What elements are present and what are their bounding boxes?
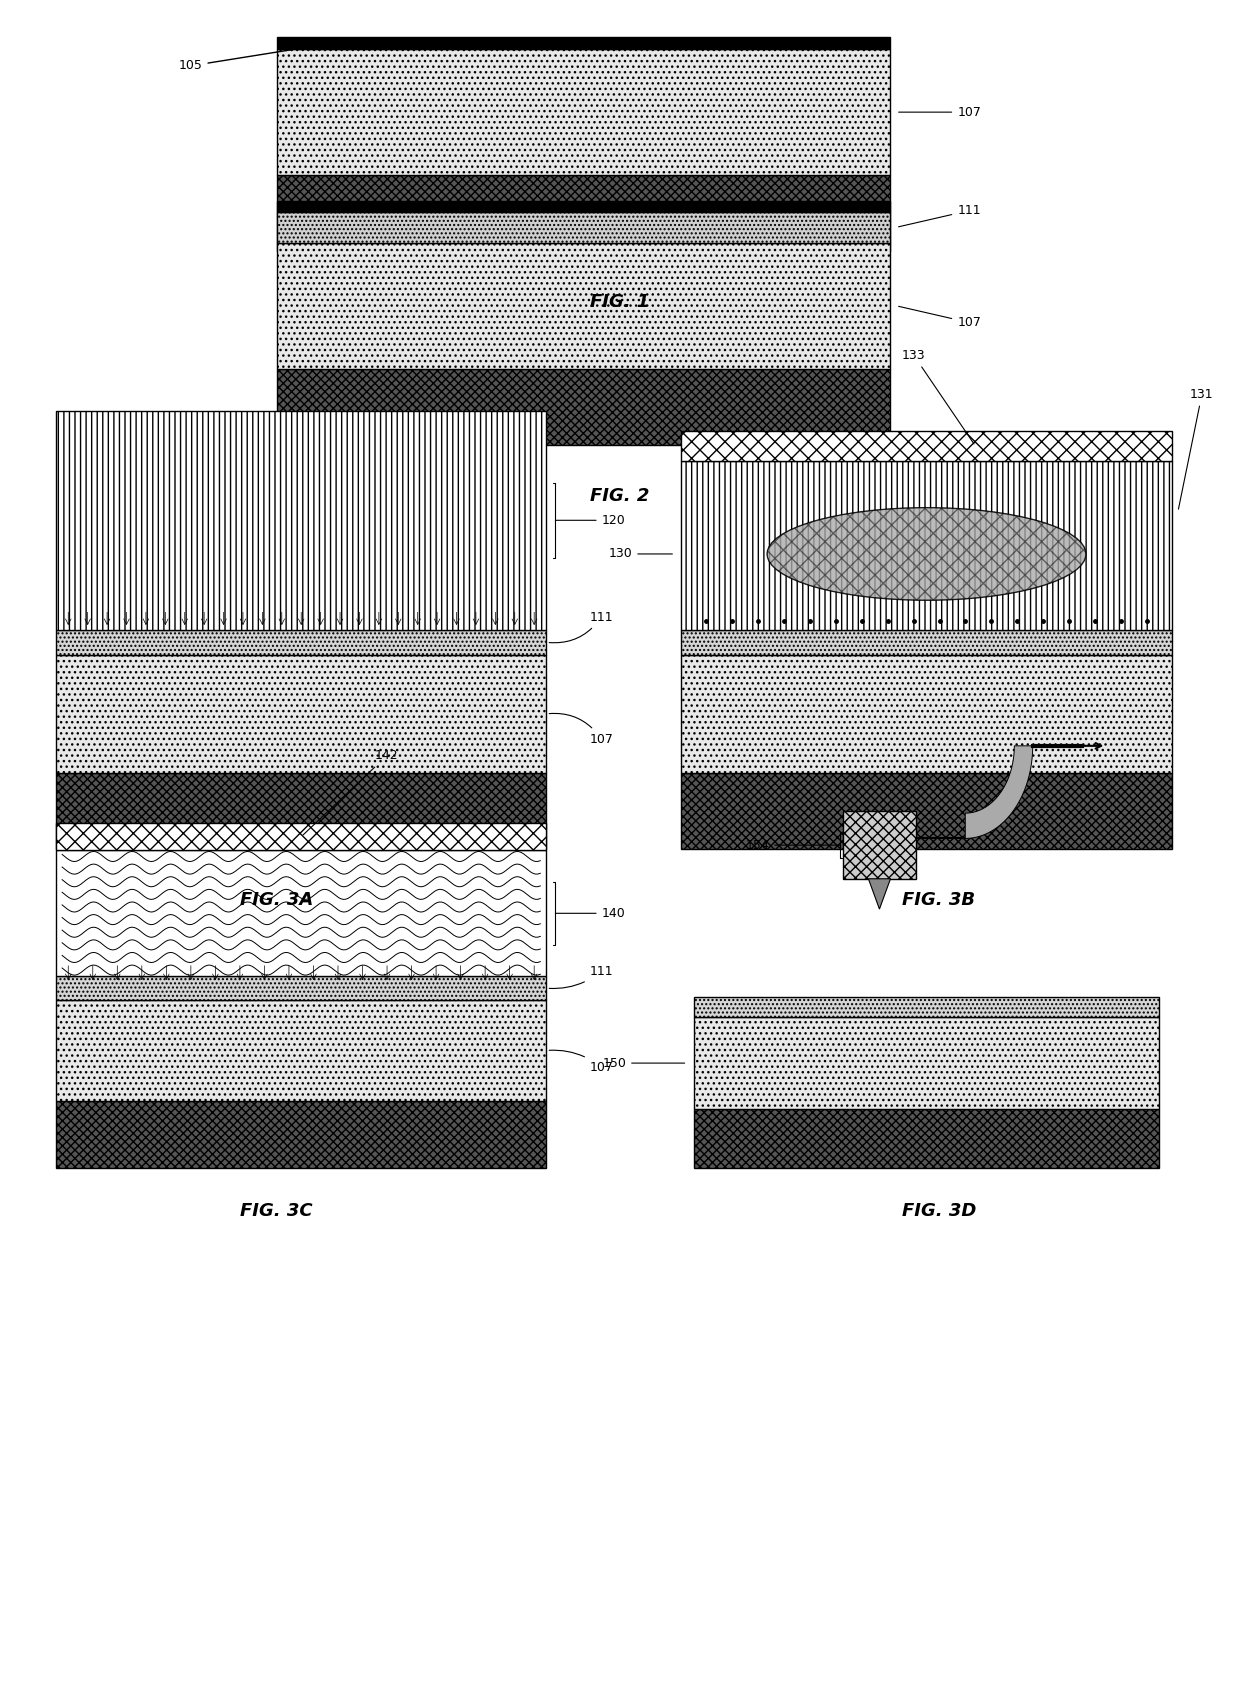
Bar <box>681 655 1172 772</box>
Bar <box>277 49 890 175</box>
Bar <box>56 1101 547 1168</box>
Bar <box>693 1017 1159 1110</box>
Text: 131: 131 <box>1178 387 1214 509</box>
Bar <box>56 1000 547 1101</box>
Bar <box>277 175 890 251</box>
Text: 107: 107 <box>549 713 614 745</box>
Bar <box>277 368 890 445</box>
Text: FIG. 1: FIG. 1 <box>590 294 650 311</box>
Text: 130: 130 <box>609 548 672 560</box>
Text: FIG. 3C: FIG. 3C <box>241 1201 312 1220</box>
Text: 133: 133 <box>901 350 973 445</box>
Bar <box>681 772 1172 848</box>
Text: 142: 142 <box>304 750 398 835</box>
Text: 105: 105 <box>179 41 334 73</box>
Text: 107: 107 <box>549 1050 614 1074</box>
Text: 111: 111 <box>899 204 981 227</box>
Bar <box>56 823 547 850</box>
Polygon shape <box>965 745 1033 838</box>
Bar <box>277 212 890 243</box>
Bar <box>56 772 547 848</box>
Bar <box>56 655 547 772</box>
Ellipse shape <box>768 507 1086 601</box>
Text: FIG. 3B: FIG. 3B <box>903 891 976 908</box>
Text: 154: 154 <box>745 833 842 857</box>
Bar <box>56 630 547 655</box>
Text: FIG. 3A: FIG. 3A <box>241 891 314 908</box>
Bar <box>277 200 890 212</box>
Text: 111: 111 <box>549 966 613 988</box>
Bar <box>681 431 1172 462</box>
Bar <box>693 1110 1159 1168</box>
Bar <box>277 37 890 49</box>
Polygon shape <box>868 879 890 910</box>
Text: FIG. 3D: FIG. 3D <box>901 1201 976 1220</box>
Bar <box>56 976 547 1000</box>
Text: 107: 107 <box>899 307 981 329</box>
Bar <box>681 630 1172 655</box>
Text: 140: 140 <box>553 882 625 945</box>
Bar <box>277 243 890 368</box>
Bar <box>56 850 547 976</box>
Bar <box>681 462 1172 630</box>
Text: FIG. 2: FIG. 2 <box>590 487 650 504</box>
Text: 120: 120 <box>553 482 625 558</box>
Bar <box>56 411 547 630</box>
Text: 150: 150 <box>603 1057 684 1069</box>
Text: 107: 107 <box>899 105 981 119</box>
Bar <box>843 811 916 879</box>
Bar <box>693 996 1159 1017</box>
Text: 111: 111 <box>549 611 613 643</box>
